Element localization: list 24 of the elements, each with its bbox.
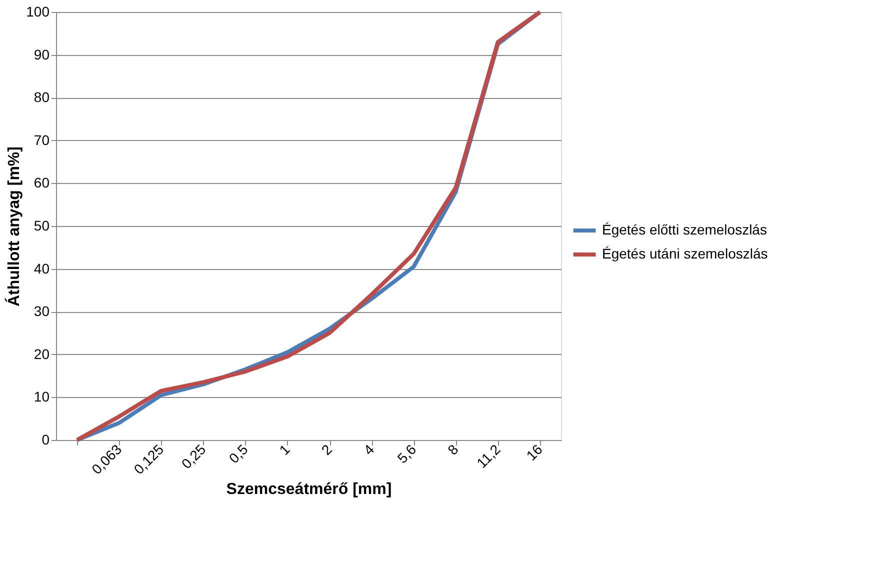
legend-label: Égetés előtti szemeloszlás bbox=[602, 222, 767, 238]
y-tick-label: 40 bbox=[34, 260, 50, 276]
y-tick-label: 60 bbox=[34, 174, 50, 191]
y-tick-label: 10 bbox=[34, 388, 50, 405]
y-tick-label: 100 bbox=[26, 4, 50, 20]
y-tick-label: 50 bbox=[34, 218, 50, 234]
legend-label: Égetés utáni szemeloszlás bbox=[602, 246, 768, 262]
x-tick-label: 2 bbox=[318, 440, 336, 458]
y-axis-title: Áthullott anyag [m%] bbox=[4, 146, 24, 306]
y-tick-label: 20 bbox=[34, 346, 50, 362]
y-tick-label: 80 bbox=[34, 89, 50, 106]
x-tick-label: 11,2 bbox=[473, 440, 504, 471]
x-tick-label: 16 bbox=[523, 440, 546, 464]
x-tick-label: 0,5 bbox=[226, 440, 251, 466]
x-tick-label: 1 bbox=[276, 440, 294, 458]
x-tick-label: 4 bbox=[360, 440, 378, 458]
x-tick-label: 0,25 bbox=[178, 440, 209, 472]
x-tick-label: 5,6 bbox=[394, 440, 420, 466]
y-tick-label: 90 bbox=[34, 46, 50, 62]
x-tick-label: 8 bbox=[444, 440, 462, 458]
y-tick-label: 0 bbox=[42, 432, 50, 448]
y-tick-label: 30 bbox=[34, 303, 50, 320]
y-tick-label: 70 bbox=[34, 132, 50, 148]
x-axis-title: Szemcseátmérő [mm] bbox=[226, 481, 392, 498]
